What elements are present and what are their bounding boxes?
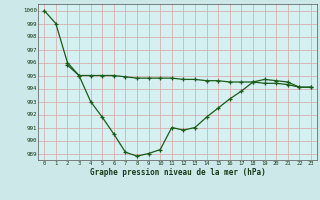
X-axis label: Graphe pression niveau de la mer (hPa): Graphe pression niveau de la mer (hPa) <box>90 168 266 177</box>
